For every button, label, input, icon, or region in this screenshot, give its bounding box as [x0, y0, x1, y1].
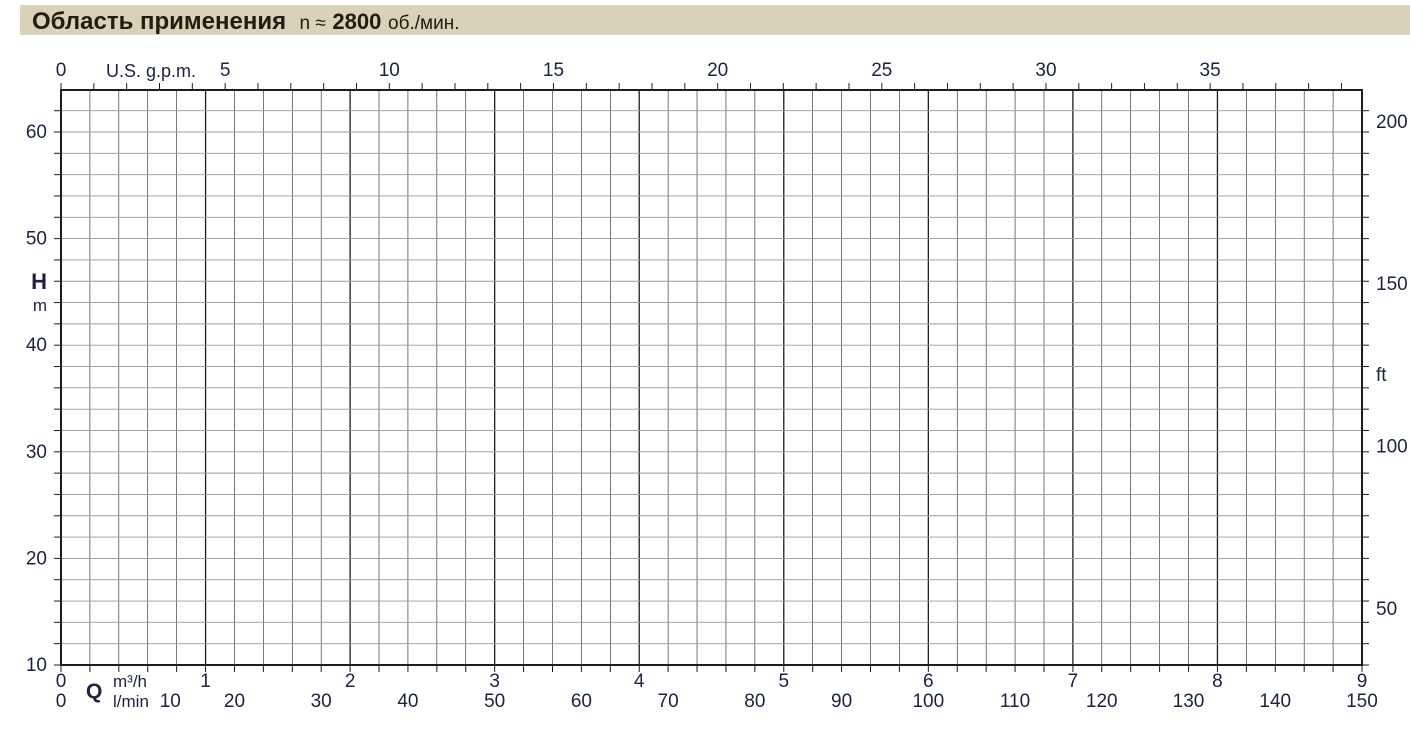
svg-text:15: 15	[543, 60, 564, 81]
svg-text:4: 4	[634, 671, 645, 692]
svg-text:40: 40	[26, 335, 47, 356]
svg-text:0: 0	[56, 60, 67, 81]
svg-text:90: 90	[831, 691, 852, 712]
svg-text:60: 60	[26, 122, 47, 143]
svg-text:25: 25	[871, 60, 892, 81]
svg-text:3: 3	[489, 671, 500, 692]
svg-text:50: 50	[1376, 599, 1397, 620]
svg-text:40: 40	[397, 691, 418, 712]
svg-text:30: 30	[311, 691, 332, 712]
svg-text:200: 200	[1376, 112, 1408, 133]
svg-text:Q: Q	[86, 680, 102, 703]
svg-text:0: 0	[56, 671, 67, 692]
svg-text:1: 1	[200, 671, 211, 692]
svg-text:35: 35	[1200, 60, 1221, 81]
svg-text:5: 5	[778, 671, 789, 692]
svg-text:ft: ft	[1376, 365, 1387, 386]
svg-text:m³/h: m³/h	[113, 672, 147, 691]
svg-text:10: 10	[379, 60, 400, 81]
svg-text:130: 130	[1173, 691, 1205, 712]
svg-text:U.S. g.p.m.: U.S. g.p.m.	[106, 61, 196, 81]
svg-text:10: 10	[26, 655, 47, 676]
svg-text:70: 70	[658, 691, 679, 712]
svg-text:30: 30	[1035, 60, 1056, 81]
svg-text:20: 20	[707, 60, 728, 81]
svg-text:6: 6	[923, 671, 934, 692]
svg-text:110: 110	[1000, 691, 1030, 712]
svg-text:150: 150	[1346, 691, 1378, 712]
svg-text:l/min: l/min	[113, 692, 149, 711]
svg-text:5: 5	[220, 60, 231, 81]
svg-text:60: 60	[571, 691, 592, 712]
svg-text:0: 0	[56, 691, 67, 712]
svg-text:7: 7	[1068, 671, 1079, 692]
svg-text:20: 20	[26, 548, 47, 569]
svg-text:10: 10	[160, 691, 181, 712]
svg-text:50: 50	[484, 691, 505, 712]
svg-text:140: 140	[1259, 691, 1291, 712]
svg-text:m: m	[33, 296, 47, 315]
svg-text:120: 120	[1086, 691, 1118, 712]
svg-text:2: 2	[345, 671, 356, 692]
svg-text:H: H	[31, 269, 47, 294]
svg-text:100: 100	[912, 691, 944, 712]
svg-text:150: 150	[1376, 274, 1408, 295]
svg-text:30: 30	[26, 442, 47, 463]
svg-text:100: 100	[1376, 437, 1408, 458]
svg-text:20: 20	[224, 691, 245, 712]
svg-text:80: 80	[744, 691, 765, 712]
svg-text:8: 8	[1212, 671, 1223, 692]
svg-text:9: 9	[1357, 671, 1368, 692]
svg-text:50: 50	[26, 229, 47, 250]
